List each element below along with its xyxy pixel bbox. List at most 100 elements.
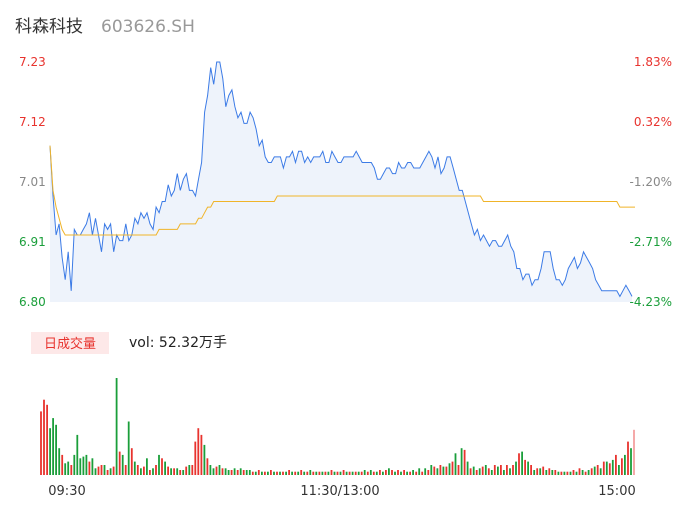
pct-tick-label: 0.32% (634, 115, 672, 129)
volume-bar (118, 451, 121, 475)
volume-bar (500, 465, 502, 475)
volume-bar (40, 411, 42, 475)
volume-bar (572, 470, 575, 475)
volume-bar (197, 428, 200, 475)
volume-bar (146, 458, 148, 475)
volume-bar (164, 461, 166, 475)
volume-bar (291, 471, 293, 475)
volume-bar (360, 471, 363, 475)
volume-bar (179, 470, 182, 475)
volume-bar (385, 470, 387, 475)
volume-bar (602, 461, 605, 475)
volume-bar (484, 465, 487, 475)
volume-bar (46, 404, 48, 475)
volume-bar (330, 470, 333, 475)
volume-bar (633, 429, 635, 475)
volume-bar (336, 471, 339, 475)
volume-bar (369, 470, 372, 475)
volume-bar (448, 463, 451, 475)
pct-axis-labels: 1.83% 0.32% -1.20% -2.71% -4.23% (630, 55, 672, 309)
volume-bar (109, 468, 112, 475)
volume-bar (285, 471, 287, 475)
volume-bar (149, 470, 151, 475)
volume-bar (158, 454, 160, 475)
volume-bar (176, 468, 179, 475)
volume-bar (466, 461, 469, 475)
volume-bar (569, 471, 572, 475)
volume-bar (67, 461, 70, 475)
volume-bar (403, 470, 405, 475)
volume-bar (372, 471, 375, 475)
volume-bar (170, 468, 172, 475)
volume-bar (339, 471, 342, 475)
volume-bar (303, 471, 306, 475)
volume-bar (55, 424, 57, 475)
volume-bar (297, 471, 300, 475)
volume-bar (430, 465, 433, 475)
volume-bar (493, 465, 496, 475)
volume-bar (490, 470, 493, 475)
volume-bar (509, 468, 511, 475)
volume-tab-label[interactable]: 日成交量 (44, 336, 96, 352)
volume-tab-bg[interactable] (31, 332, 109, 354)
volume-bar (433, 466, 436, 475)
volume-bar (454, 453, 457, 475)
volume-value-label: vol: 52.32万手 (129, 335, 227, 351)
volume-bar (127, 421, 130, 475)
volume-bar (463, 449, 466, 475)
volume-bar (539, 468, 542, 475)
volume-bar (424, 468, 427, 475)
volume-bar (351, 471, 354, 475)
volume-bar (382, 471, 384, 475)
volume-bar (227, 470, 230, 475)
volume-bar (618, 465, 620, 475)
volume-bar (487, 468, 490, 475)
time-axis-labels: 09:30 11:30/13:00 15:00 (48, 484, 635, 499)
volume-bar (64, 463, 67, 475)
volume-bar (215, 466, 218, 475)
volume-bar (548, 468, 551, 475)
volume-bar (85, 454, 88, 475)
volume-bar (245, 470, 248, 475)
volume-bar (121, 454, 124, 475)
time-tick-label: 11:30/13:00 (300, 484, 379, 499)
volume-bar (100, 465, 103, 475)
volume-bar (379, 470, 381, 475)
volume-bar (182, 470, 185, 475)
volume-bar (236, 470, 239, 475)
volume-bar (621, 458, 623, 475)
volume-bar (624, 454, 626, 475)
volume-bar (61, 454, 64, 475)
volume-bar (481, 466, 484, 475)
volume-bar (560, 471, 563, 475)
volume-bar (400, 471, 402, 475)
volume-bar (406, 471, 408, 475)
volume-bar (276, 471, 278, 475)
volume-bar (136, 465, 139, 475)
volume-bar (436, 468, 439, 475)
price-axis-labels: 7.23 7.12 7.01 6.91 6.80 (19, 55, 46, 309)
volume-bar (230, 470, 233, 475)
volume-bar (324, 471, 327, 475)
volume-bar (327, 471, 330, 475)
volume-bar (584, 471, 587, 475)
volume-bar (363, 470, 366, 475)
volume-bar (76, 434, 79, 475)
volume-bar (366, 471, 369, 475)
volume-bar (73, 454, 76, 475)
volume-bar (512, 465, 514, 475)
volume-bar (97, 466, 100, 475)
volume-bar (200, 434, 203, 475)
time-tick-label: 09:30 (48, 484, 85, 499)
price-area (49, 61, 635, 302)
price-tick-label: 6.91 (19, 235, 46, 249)
volume-bar (43, 399, 45, 475)
volume-bar (354, 471, 357, 475)
price-fill (50, 62, 632, 302)
volume-bar (412, 470, 414, 475)
volume-bar (49, 428, 51, 475)
volume-bar (321, 471, 324, 475)
stock-name: 科森科技 (15, 17, 83, 37)
volume-bar (173, 468, 175, 475)
volume-bar (545, 470, 548, 475)
